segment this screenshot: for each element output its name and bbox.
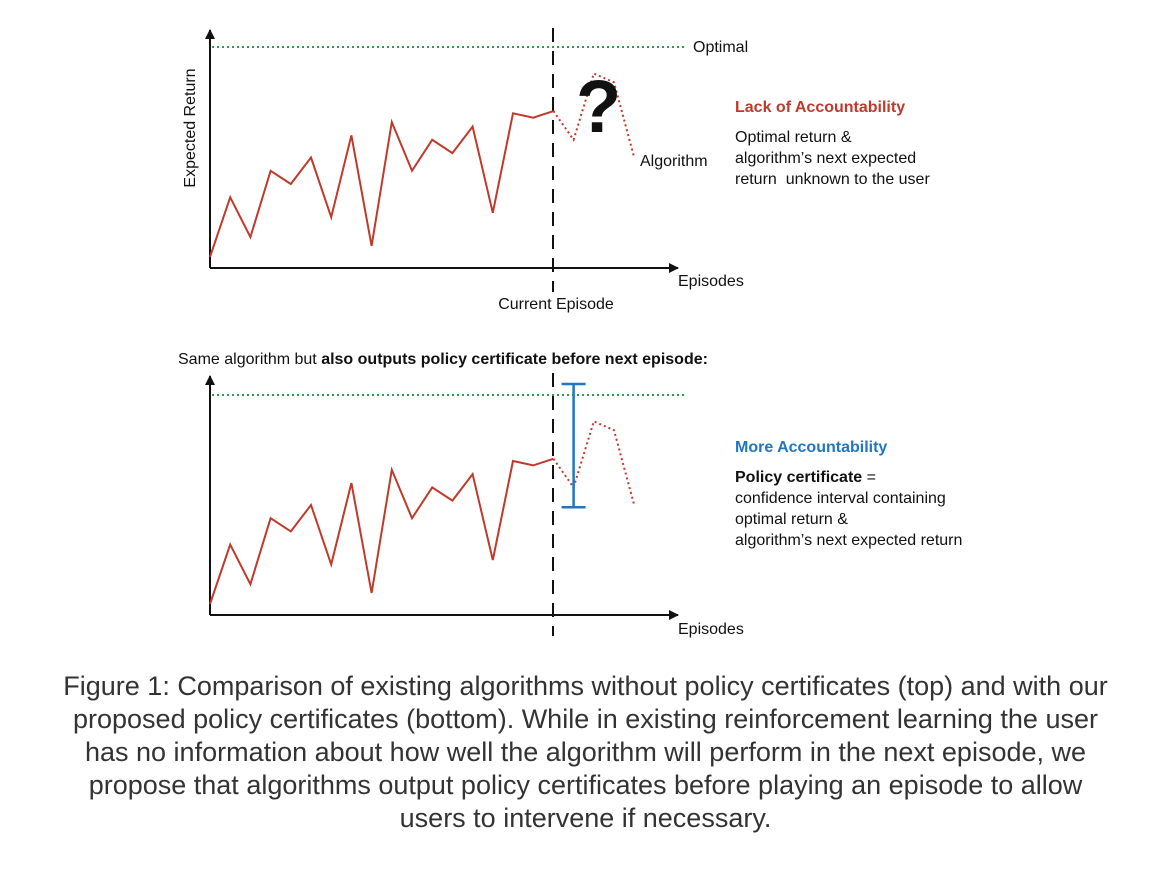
bottom-annotation-line-3: algorithm’s next expected return <box>735 532 962 549</box>
policy-certificate-term: Policy certificate <box>735 469 862 486</box>
bottom-heading-bold: also outputs policy certificate before n… <box>321 351 708 368</box>
top-y-axis-label: Expected Return <box>182 68 199 187</box>
top-current-episode-label: Current Episode <box>498 296 614 313</box>
top-observed-return-line <box>209 110 554 258</box>
figure-caption: Figure 1: Comparison of existing algorit… <box>63 671 1108 833</box>
bottom-panel: Same algorithm but also outputs policy c… <box>178 351 962 638</box>
bottom-x-axis-label: Episodes <box>678 621 744 638</box>
bottom-annotation-line-2: optimal return & <box>735 511 848 528</box>
bottom-annotation-line-1: confidence interval containing <box>735 490 946 507</box>
figure-diagram: Expected Return Episodes Optimal Current… <box>178 28 962 638</box>
bottom-observed-return-line <box>209 457 554 605</box>
question-mark: ? <box>576 65 621 148</box>
top-x-axis-label: Episodes <box>678 273 744 290</box>
policy-certificate-definition: Policy certificate = <box>735 469 876 486</box>
bottom-future-return-line <box>552 420 636 506</box>
top-annotation-line-1: Optimal return & <box>735 129 852 146</box>
top-annotation-line-2: algorithm’s next expected <box>735 150 916 167</box>
bottom-panel-heading: Same algorithm but also outputs policy c… <box>178 351 708 368</box>
top-optimal-label: Optimal <box>693 39 748 56</box>
policy-certificate-equals: = <box>862 469 876 486</box>
lack-of-accountability-title: Lack of Accountability <box>735 99 905 116</box>
bottom-heading-plain: Same algorithm but <box>178 351 321 368</box>
policy-certificate-interval <box>561 382 586 509</box>
algorithm-label: Algorithm <box>640 153 708 170</box>
more-accountability-title: More Accountability <box>735 439 887 456</box>
top-panel: Expected Return Episodes Optimal Current… <box>182 28 930 313</box>
top-annotation-line-3: return unknown to the user <box>735 171 930 188</box>
